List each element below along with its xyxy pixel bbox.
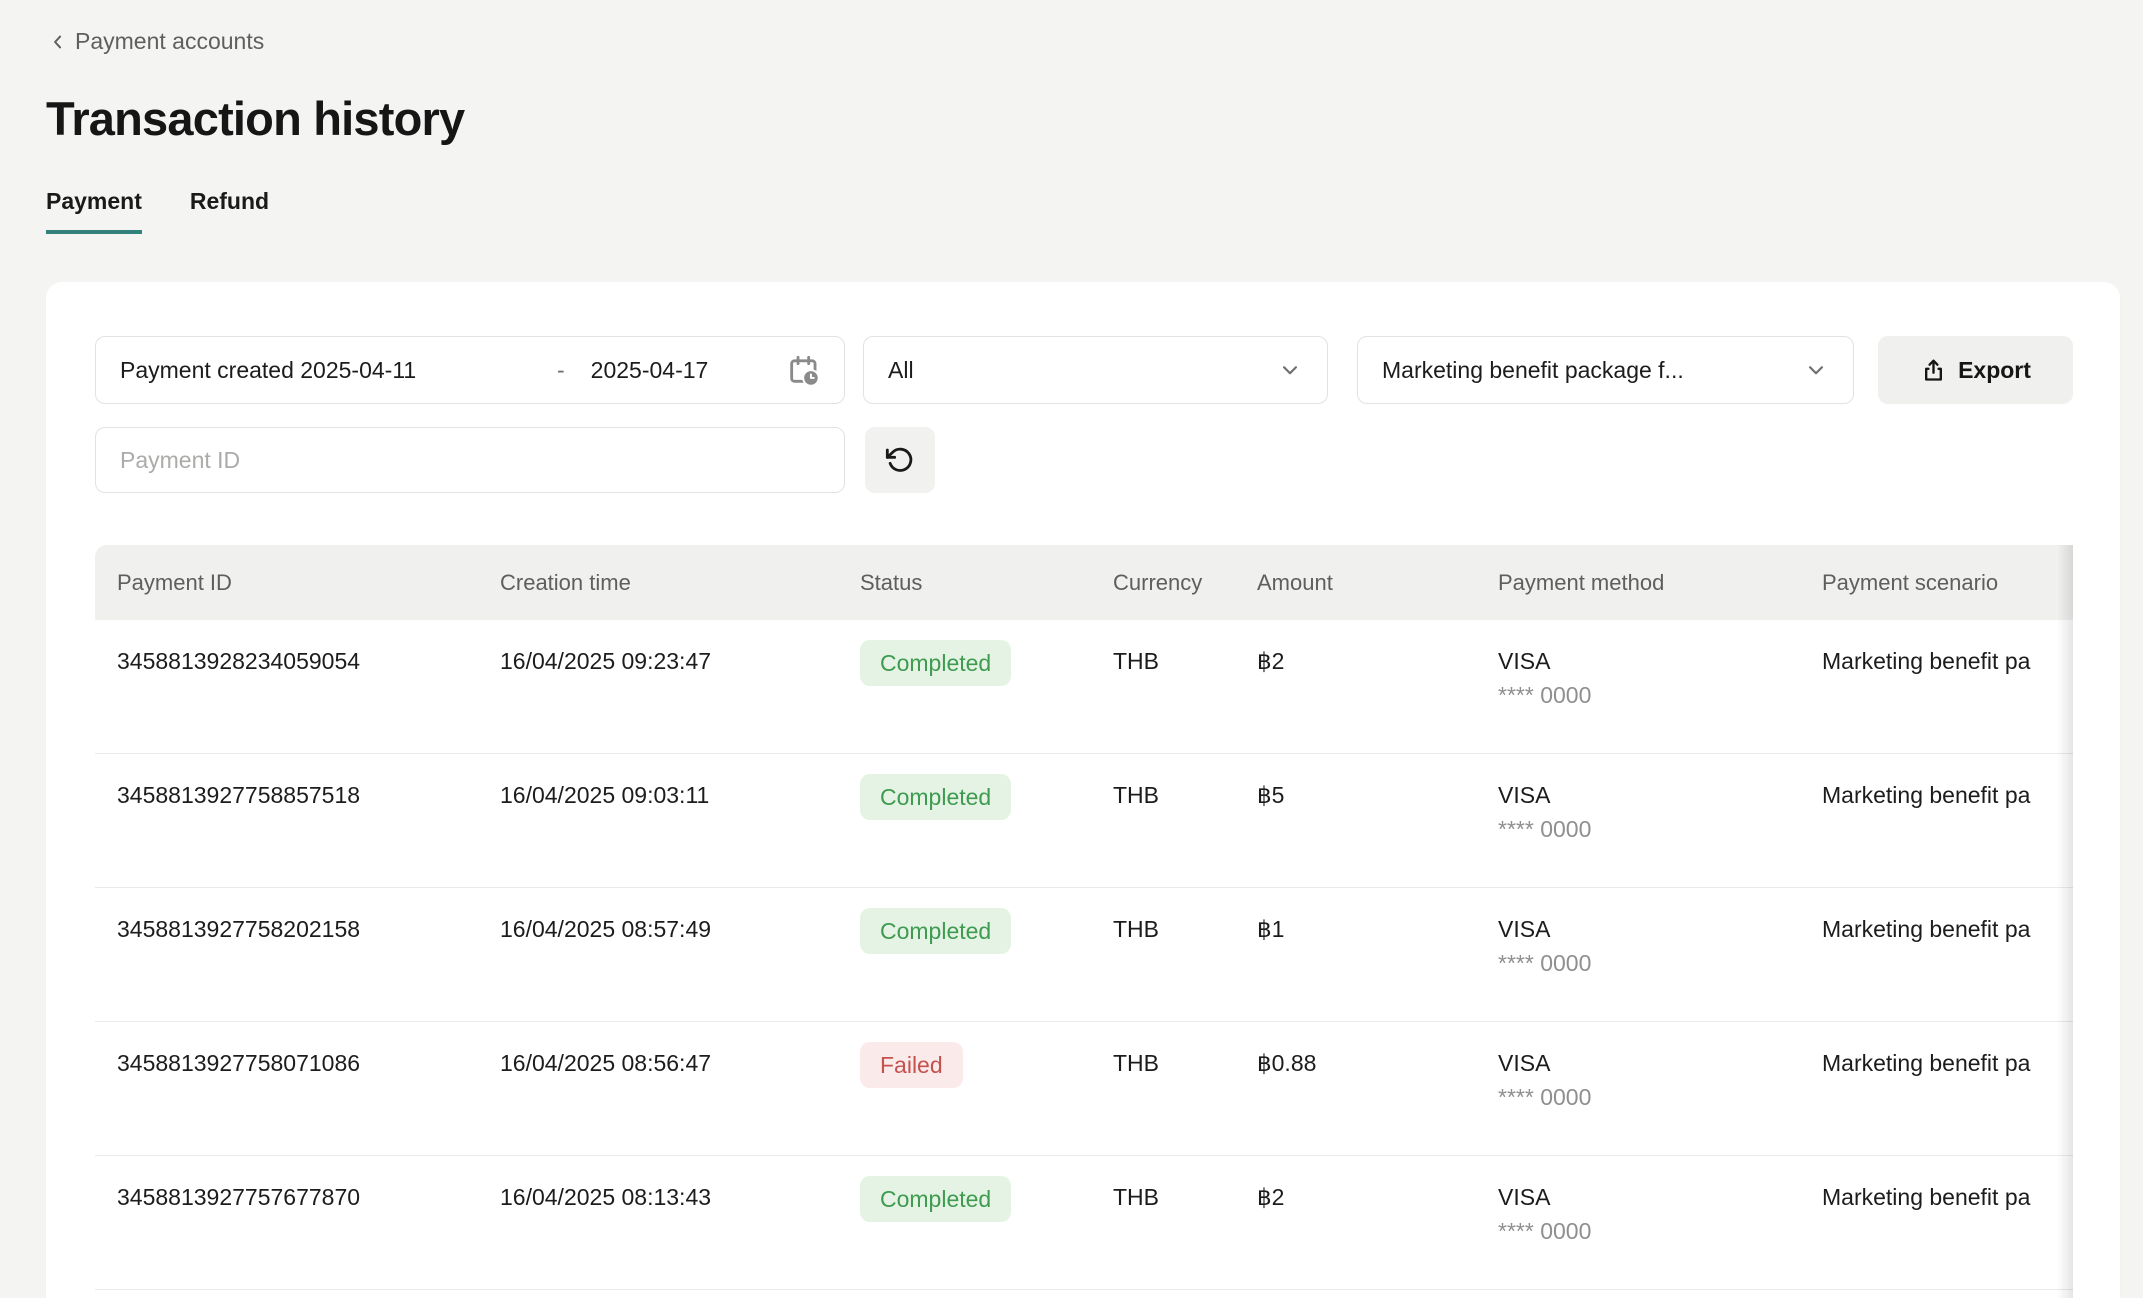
cell-payment-method: VISA **** 0000 [1498, 1156, 1822, 1289]
tab-bar: Payment Refund [46, 188, 269, 234]
cell-payment-method: VISA **** 0000 [1498, 620, 1822, 753]
date-range-separator: - [557, 357, 565, 384]
refresh-button[interactable] [865, 427, 935, 493]
page-title: Transaction history [46, 91, 464, 146]
cell-payment-id: 3458813927758071086 [95, 1022, 500, 1155]
cell-currency: THB [1113, 754, 1257, 887]
breadcrumb-label: Payment accounts [75, 28, 264, 55]
status-filter-value: All [888, 357, 914, 384]
status-badge: Completed [860, 1176, 1011, 1222]
cell-creation-time: 16/04/2025 09:23:47 [500, 620, 860, 753]
cell-payment-method: VISA **** 0000 [1498, 754, 1822, 887]
cell-currency: THB [1113, 620, 1257, 753]
calendar-clock-icon[interactable] [786, 353, 820, 387]
cell-payment-method: VISA **** 0000 [1498, 888, 1822, 1021]
table-row[interactable]: 3458813927758071086 16/04/2025 08:56:47 … [95, 1022, 2073, 1156]
cell-currency: THB [1113, 1156, 1257, 1289]
cell-amount: ฿0.88 [1257, 1022, 1498, 1155]
payment-method-masked-number: **** 0000 [1498, 950, 1822, 977]
chevron-down-icon [1277, 357, 1303, 383]
status-badge: Completed [860, 908, 1011, 954]
table-row[interactable]: 3458813928234059054 16/04/2025 09:23:47 … [95, 620, 2073, 754]
cell-payment-id: 3458813927757677870 [95, 1156, 500, 1289]
transactions-table: Payment ID Creation time Status Currency… [95, 545, 2073, 1298]
upload-arrow-icon [1920, 357, 1947, 384]
date-range-filter[interactable]: Payment created 2025-04-11 - 2025-04-17 [95, 336, 845, 404]
column-header-currency: Currency [1113, 570, 1257, 596]
payment-method-masked-number: **** 0000 [1498, 682, 1822, 709]
column-header-creation-time: Creation time [500, 570, 860, 596]
transaction-history-page: { "header": { "breadcrumb": "Payment acc… [0, 0, 2143, 1298]
column-header-payment-method: Payment method [1498, 570, 1822, 596]
breadcrumb-back-link[interactable]: Payment accounts [48, 28, 264, 55]
rotate-ccw-icon [884, 444, 916, 476]
column-header-payment-scenario: Payment scenario [1822, 570, 2073, 596]
payment-id-search-input[interactable] [95, 427, 845, 493]
cell-amount: ฿1 [1257, 888, 1498, 1021]
column-header-payment-id: Payment ID [95, 570, 500, 596]
table-row[interactable]: 3458813927758857518 16/04/2025 09:03:11 … [95, 754, 2073, 888]
status-badge: Completed [860, 640, 1011, 686]
export-button[interactable]: Export [1878, 336, 2073, 404]
status-badge: Failed [860, 1042, 963, 1088]
column-header-status: Status [860, 570, 1113, 596]
date-range-start: Payment created 2025-04-11 [120, 357, 557, 384]
cell-creation-time: 16/04/2025 08:57:49 [500, 888, 860, 1021]
cell-status: Completed [860, 620, 1113, 753]
payment-method-masked-number: **** 0000 [1498, 816, 1822, 843]
status-filter-select[interactable]: All [863, 336, 1328, 404]
cell-status: Completed [860, 1156, 1113, 1289]
cell-payment-id: 3458813928234059054 [95, 620, 500, 753]
scenario-filter-select[interactable]: Marketing benefit package f... [1357, 336, 1854, 404]
cell-status: Failed [860, 1022, 1113, 1155]
cell-status: Completed [860, 754, 1113, 887]
cell-payment-scenario: Marketing benefit pa [1822, 1022, 2073, 1155]
tab-payment[interactable]: Payment [46, 188, 142, 234]
table-row[interactable]: 3458813927757677870 16/04/2025 08:13:43 … [95, 1156, 2073, 1290]
payment-method-brand: VISA [1498, 782, 1822, 809]
payment-method-brand: VISA [1498, 916, 1822, 943]
cell-payment-scenario: Marketing benefit pa [1822, 754, 2073, 887]
cell-amount: ฿2 [1257, 1156, 1498, 1289]
cell-amount: ฿2 [1257, 620, 1498, 753]
payment-method-masked-number: **** 0000 [1498, 1084, 1822, 1111]
payment-method-masked-number: **** 0000 [1498, 1218, 1822, 1245]
cell-creation-time: 16/04/2025 08:13:43 [500, 1156, 860, 1289]
table-body: 3458813928234059054 16/04/2025 09:23:47 … [95, 620, 2073, 1290]
cell-creation-time: 16/04/2025 09:03:11 [500, 754, 860, 887]
cell-payment-scenario: Marketing benefit pa [1822, 888, 2073, 1021]
export-label: Export [1958, 357, 2031, 384]
payment-method-brand: VISA [1498, 648, 1822, 675]
tab-refund[interactable]: Refund [190, 188, 269, 234]
chevron-down-icon [1803, 357, 1829, 383]
column-header-amount: Amount [1257, 570, 1498, 596]
cell-currency: THB [1113, 1022, 1257, 1155]
table-row[interactable]: 3458813927758202158 16/04/2025 08:57:49 … [95, 888, 2073, 1022]
cell-payment-method: VISA **** 0000 [1498, 1022, 1822, 1155]
cell-currency: THB [1113, 888, 1257, 1021]
cell-payment-scenario: Marketing benefit pa [1822, 1156, 2073, 1289]
status-badge: Completed [860, 774, 1011, 820]
cell-amount: ฿5 [1257, 754, 1498, 887]
transactions-card: Payment created 2025-04-11 - 2025-04-17 … [46, 282, 2120, 1298]
payment-method-brand: VISA [1498, 1050, 1822, 1077]
cell-payment-scenario: Marketing benefit pa [1822, 620, 2073, 753]
table-header-row: Payment ID Creation time Status Currency… [95, 545, 2073, 620]
date-range-end: 2025-04-17 [591, 357, 709, 384]
cell-status: Completed [860, 888, 1113, 1021]
cell-creation-time: 16/04/2025 08:56:47 [500, 1022, 860, 1155]
chevron-left-icon [48, 32, 68, 52]
cell-payment-id: 3458813927758202158 [95, 888, 500, 1021]
cell-payment-id: 3458813927758857518 [95, 754, 500, 887]
scenario-filter-value: Marketing benefit package f... [1382, 357, 1684, 384]
payment-method-brand: VISA [1498, 1184, 1822, 1211]
